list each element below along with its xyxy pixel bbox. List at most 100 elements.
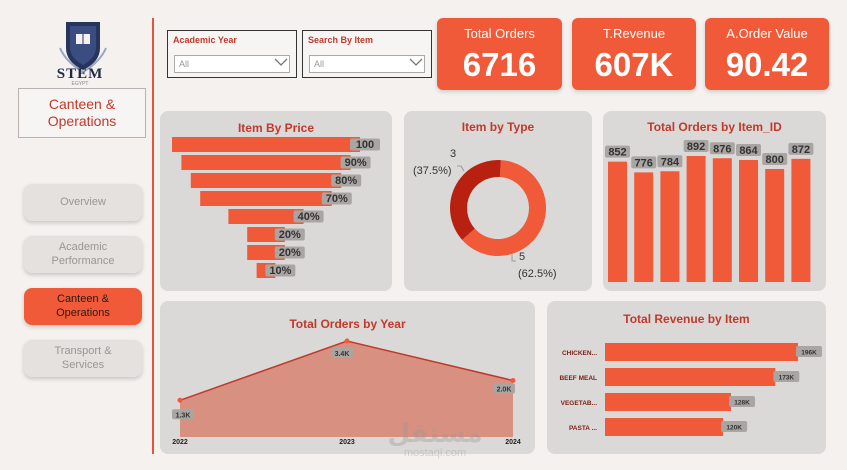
kpi-total-orders: Total Orders 6716 bbox=[437, 18, 562, 90]
watermark-subtext: mostaql.com bbox=[403, 447, 467, 459]
kpi-avg-order-value: 90.42 bbox=[725, 46, 809, 83]
funnel-bar bbox=[181, 155, 351, 170]
kpi-total-orders-value: 6716 bbox=[462, 46, 537, 83]
kpi-total-orders-label: Total Orders bbox=[464, 26, 535, 41]
nav-academic-performance-button[interactable]: Academic Performance bbox=[24, 236, 142, 273]
chart-title: Total Orders by Item_ID bbox=[647, 120, 782, 134]
revenue-value-label: 128K bbox=[734, 400, 750, 407]
watermark-text: مستقل bbox=[387, 418, 483, 448]
category-label: PASTA ... bbox=[569, 425, 597, 432]
funnel-value-label: 10% bbox=[269, 265, 291, 277]
funnel-bar bbox=[228, 209, 304, 224]
revenue-bar bbox=[605, 393, 732, 411]
item-bar bbox=[608, 161, 627, 282]
funnel-value-label: 40% bbox=[298, 211, 320, 223]
chart-title: Item By Price bbox=[237, 121, 315, 135]
nav-canteen-operations-button[interactable]: Canteen & Operations bbox=[24, 288, 142, 325]
item-value-label: 876 bbox=[713, 143, 731, 155]
donut-leader-line bbox=[511, 254, 516, 262]
item-bar bbox=[765, 168, 785, 282]
area-value-label: 1.3K bbox=[176, 412, 191, 419]
kpi-revenue: T.Revenue 607K bbox=[572, 18, 696, 90]
revenue-bar bbox=[605, 343, 798, 361]
orders-by-item-panel: Total Orders by Item_ID 852 776 784 892 876 8… bbox=[603, 111, 826, 291]
area-point bbox=[177, 397, 183, 403]
category-label: CHICKEN... bbox=[562, 350, 597, 357]
funnel-value-label: 20% bbox=[279, 247, 301, 259]
x-tick-label: 2022 bbox=[172, 439, 188, 446]
item-by-type-panel: Item by Type 5 (62.5%) 3 (37.5%) bbox=[404, 111, 592, 291]
orders-by-item-chart: 852 776 784 892 876 864 800 872 bbox=[605, 140, 814, 282]
item-bar bbox=[686, 156, 706, 282]
funnel-value-label: 80% bbox=[335, 175, 357, 187]
donut-slice-label: 3 bbox=[450, 148, 456, 160]
chevron-down-icon[interactable] bbox=[409, 57, 423, 67]
academic-year-label: Academic Year bbox=[173, 35, 237, 45]
academic-year-filter: Academic Year All bbox=[167, 30, 297, 78]
nav-overview-button[interactable]: Overview bbox=[24, 184, 142, 221]
item-label-bg bbox=[631, 156, 657, 169]
kpi-avg-order-label: A.Order Value bbox=[726, 26, 808, 41]
item-label-bg bbox=[709, 142, 735, 155]
revenue-label-bg bbox=[721, 421, 748, 432]
donut-slice-pct-label: (37.5%) bbox=[413, 165, 452, 177]
stem-logo-icon bbox=[59, 22, 107, 74]
item-value-label: 872 bbox=[792, 144, 810, 156]
funnel-bar bbox=[200, 191, 332, 206]
academic-year-select[interactable]: All bbox=[174, 55, 290, 73]
revenue-by-item-chart: CHICKEN... 196K BEEF MEAL 173K VEGETAB... 128… bbox=[559, 343, 822, 436]
funnel-label-bg bbox=[293, 210, 324, 223]
donut-slice bbox=[462, 160, 546, 256]
funnel-label-bg bbox=[321, 192, 352, 205]
logo-text: STEM bbox=[56, 66, 104, 82]
item-label-bg bbox=[657, 155, 683, 168]
item-value-label: 852 bbox=[608, 147, 626, 159]
donut-slice-label: 5 bbox=[519, 251, 525, 263]
logo-subtext: EGYPT bbox=[71, 81, 89, 87]
donut-slice-pct-label: (62.5%) bbox=[518, 268, 557, 280]
item-label-bg bbox=[683, 140, 709, 152]
category-label: BEEF MEAL bbox=[559, 375, 597, 382]
item-label-bg bbox=[605, 145, 630, 158]
page-title: Canteen & Operations bbox=[18, 88, 146, 138]
funnel-label-bg bbox=[331, 174, 362, 187]
funnel-value-label: 100 bbox=[356, 139, 374, 151]
funnel-label-bg bbox=[350, 138, 380, 151]
item-value-label: 800 bbox=[766, 154, 784, 166]
funnel-label-bg bbox=[274, 228, 305, 241]
funnel-label-bg bbox=[265, 264, 296, 277]
kpi-revenue-label: T.Revenue bbox=[602, 26, 666, 41]
item-label-bg bbox=[788, 142, 814, 155]
search-item-select[interactable]: All bbox=[309, 55, 425, 73]
donut-leader-line bbox=[457, 165, 465, 172]
funnel-bar bbox=[190, 173, 342, 188]
type-chart: 5 (62.5%) 3 (37.5%) bbox=[413, 148, 557, 280]
funnel-value-label: 70% bbox=[326, 193, 348, 205]
orders-by-year-panel: Total Orders by Year 1.3K 2022 3.4K 2023 2.0… bbox=[160, 301, 535, 454]
item-bar bbox=[634, 172, 654, 282]
revenue-label-bg bbox=[773, 371, 800, 382]
chevron-down-icon[interactable] bbox=[274, 57, 288, 67]
funnel-value-label: 20% bbox=[279, 229, 301, 241]
item-label-bg bbox=[736, 143, 761, 156]
item-value-label: 776 bbox=[635, 157, 653, 169]
revenue-by-item-panel: Total Revenue by Item CHICKEN... 196K BEEF… bbox=[547, 301, 826, 454]
category-label: VEGETAB... bbox=[561, 400, 598, 407]
area-label-bg bbox=[331, 348, 353, 358]
chart-title: Total Orders by Year bbox=[289, 317, 406, 331]
kpi-revenue-value: 607K bbox=[594, 46, 674, 83]
nav-transport-services-button[interactable]: Transport & Services bbox=[24, 340, 142, 377]
item-value-label: 892 bbox=[687, 141, 705, 153]
funnel-label-bg bbox=[340, 156, 371, 169]
funnel-label-bg bbox=[274, 246, 305, 259]
revenue-label-bg bbox=[729, 396, 756, 407]
area-value-label: 2.0K bbox=[497, 387, 512, 394]
area-point bbox=[510, 378, 516, 384]
area-label-bg bbox=[172, 409, 194, 420]
search-item-filter: Search By Item All bbox=[302, 30, 432, 78]
item-value-label: 864 bbox=[739, 145, 758, 157]
area-fill bbox=[180, 341, 513, 437]
area-label-bg bbox=[493, 383, 515, 394]
item-bar bbox=[791, 158, 811, 282]
area-value-label: 3.4K bbox=[335, 351, 350, 358]
